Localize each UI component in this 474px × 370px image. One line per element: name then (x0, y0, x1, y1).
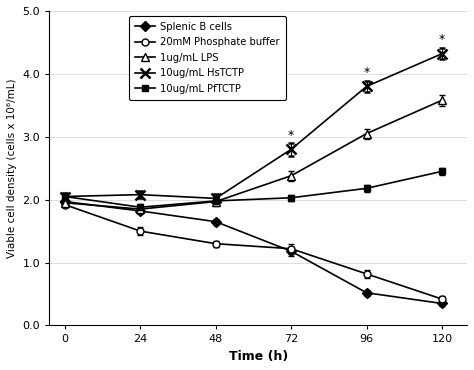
Legend: Splenic B cells, 20mM Phosphate buffer, 1ug/mL LPS, 10ug/mL HsTCTP, 10ug/mL PfTC: Splenic B cells, 20mM Phosphate buffer, … (129, 16, 286, 100)
Text: *: * (364, 66, 370, 79)
Text: *: * (288, 129, 294, 142)
X-axis label: Time (h): Time (h) (228, 350, 288, 363)
Y-axis label: Viable cell density (cells x 10⁶/mL): Viable cell density (cells x 10⁶/mL) (7, 78, 17, 258)
Text: *: * (439, 33, 445, 46)
